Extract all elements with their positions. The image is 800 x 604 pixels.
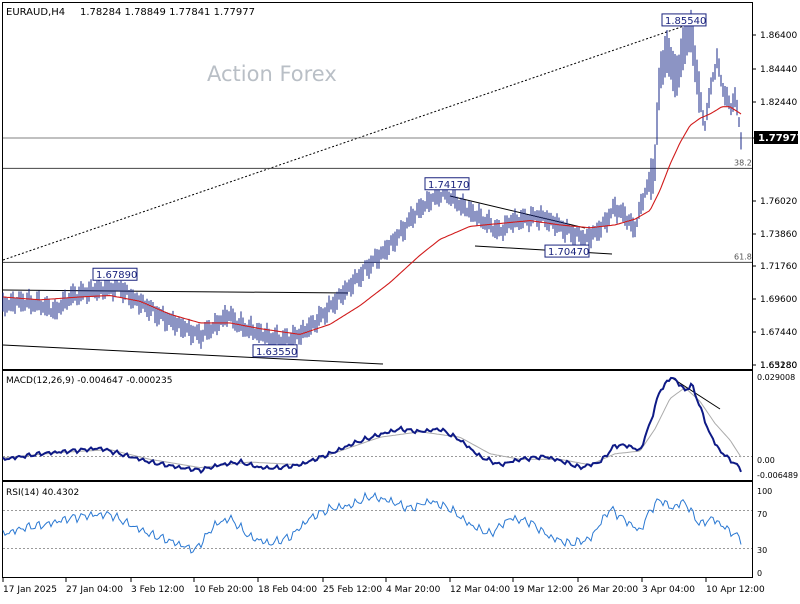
price-y-tick-label: 1.65280 [760, 361, 797, 371]
macd-y-tick-label: 0.00 [757, 456, 775, 465]
trendlines [2, 25, 721, 410]
macd-title: MACD(12,26,9) -0.004647 -0.000235 [6, 376, 172, 386]
watermark: Action Forex [207, 62, 337, 86]
macd-divergence-line [671, 377, 721, 410]
fib-level-label: 38.2 [734, 158, 752, 167]
y-axis-labels: 1.864001.844401.824401.803401.760201.738… [752, 31, 800, 578]
price-y-tick-label: 1.84440 [760, 65, 797, 75]
current-price-label: 1.77977 [758, 133, 800, 144]
rsi-layer [2, 491, 752, 554]
x-tick-label: 25 Feb 12:00 [323, 585, 382, 595]
fib-level-label: 61.8 [734, 252, 752, 261]
x-tick-label: 4 Mar 20:00 [386, 585, 441, 595]
x-tick-label: 10 Apr 12:00 [706, 585, 765, 595]
price-y-tick-label: 1.73860 [760, 230, 797, 240]
price-callout-label: 1.63550 [256, 347, 297, 358]
rsi-panel [2, 481, 753, 578]
lower-channel-line [2, 344, 384, 365]
price-callout-label: 1.67890 [96, 270, 137, 281]
symbol-label: EURAUD,H4 [6, 7, 65, 18]
x-tick-label: 12 Mar 04:00 [450, 585, 510, 595]
ohlc-values: 1.78284 1.78849 1.77841 1.77977 [80, 7, 255, 18]
price-y-tick-label: 1.71760 [760, 262, 797, 272]
moving-average-layer [2, 106, 742, 335]
dotted-trendline [2, 25, 685, 261]
price-callouts: 1.67890 1.63550 1.74170 1.70470 1.85540 [92, 13, 707, 358]
price-callout-label: 1.74170 [428, 180, 469, 191]
price-y-tick-label: 1.69600 [760, 295, 797, 305]
macd-layer [2, 376, 752, 474]
price-callout-box [661, 13, 707, 27]
price-y-tick-label: 1.82440 [760, 98, 797, 108]
x-tick-label: 10 Feb 20:00 [194, 585, 253, 595]
current-price-tag [754, 131, 798, 144]
price-y-tick-label: 1.63180 [760, 361, 797, 371]
price-callout-label: 1.85540 [665, 16, 706, 27]
price-y-tick-label: 1.86400 [760, 31, 797, 41]
x-tick-label: 19 Mar 12:00 [513, 585, 573, 595]
macd-y-tick-label: 0.029008 [757, 373, 795, 382]
macd-panel [2, 370, 753, 481]
price-callout-label: 1.70470 [548, 247, 589, 258]
rsi-y-tick-label: 30 [757, 546, 767, 555]
price-panel [2, 2, 753, 370]
price-y-tick-label: 1.76020 [760, 197, 797, 207]
price-bars [2, 9, 742, 350]
price-callout-box [424, 177, 470, 191]
rsi-y-tick-label: 70 [757, 510, 767, 519]
x-tick-label: 17 Jan 2025 [3, 585, 57, 595]
rsi-y-tick-label: 100 [757, 487, 772, 496]
x-tick-label: 18 Feb 04:00 [258, 585, 317, 595]
x-axis-labels: 17 Jan 2025 27 Jan 04:00 3 Feb 12:00 10 Feb… [2, 578, 765, 595]
x-tick-label: 27 Jan 04:00 [66, 585, 123, 595]
macd-y-tick-label: -0.006489 [757, 471, 798, 480]
ma-line [2, 106, 742, 335]
price-y-tick-label: 1.67440 [760, 328, 797, 338]
price-callout-box [544, 244, 590, 258]
price-callout-box [92, 267, 138, 281]
x-tick-label: 3 Apr 04:00 [642, 585, 695, 595]
rsi-title: RSI(14) 40.4302 [6, 488, 79, 498]
rsi-line [2, 491, 742, 554]
price-callout-box [252, 344, 298, 358]
rsi-y-tick-label: 0 [757, 569, 762, 578]
x-tick-label: 26 Mar 20:00 [578, 585, 638, 595]
x-tick-label: 3 Feb 12:00 [131, 585, 185, 595]
levels-layer: 38.2 61.8 [3, 137, 752, 263]
macd-line [2, 376, 742, 474]
upper-channel-line [2, 289, 349, 294]
macd-signal-line [2, 386, 742, 469]
